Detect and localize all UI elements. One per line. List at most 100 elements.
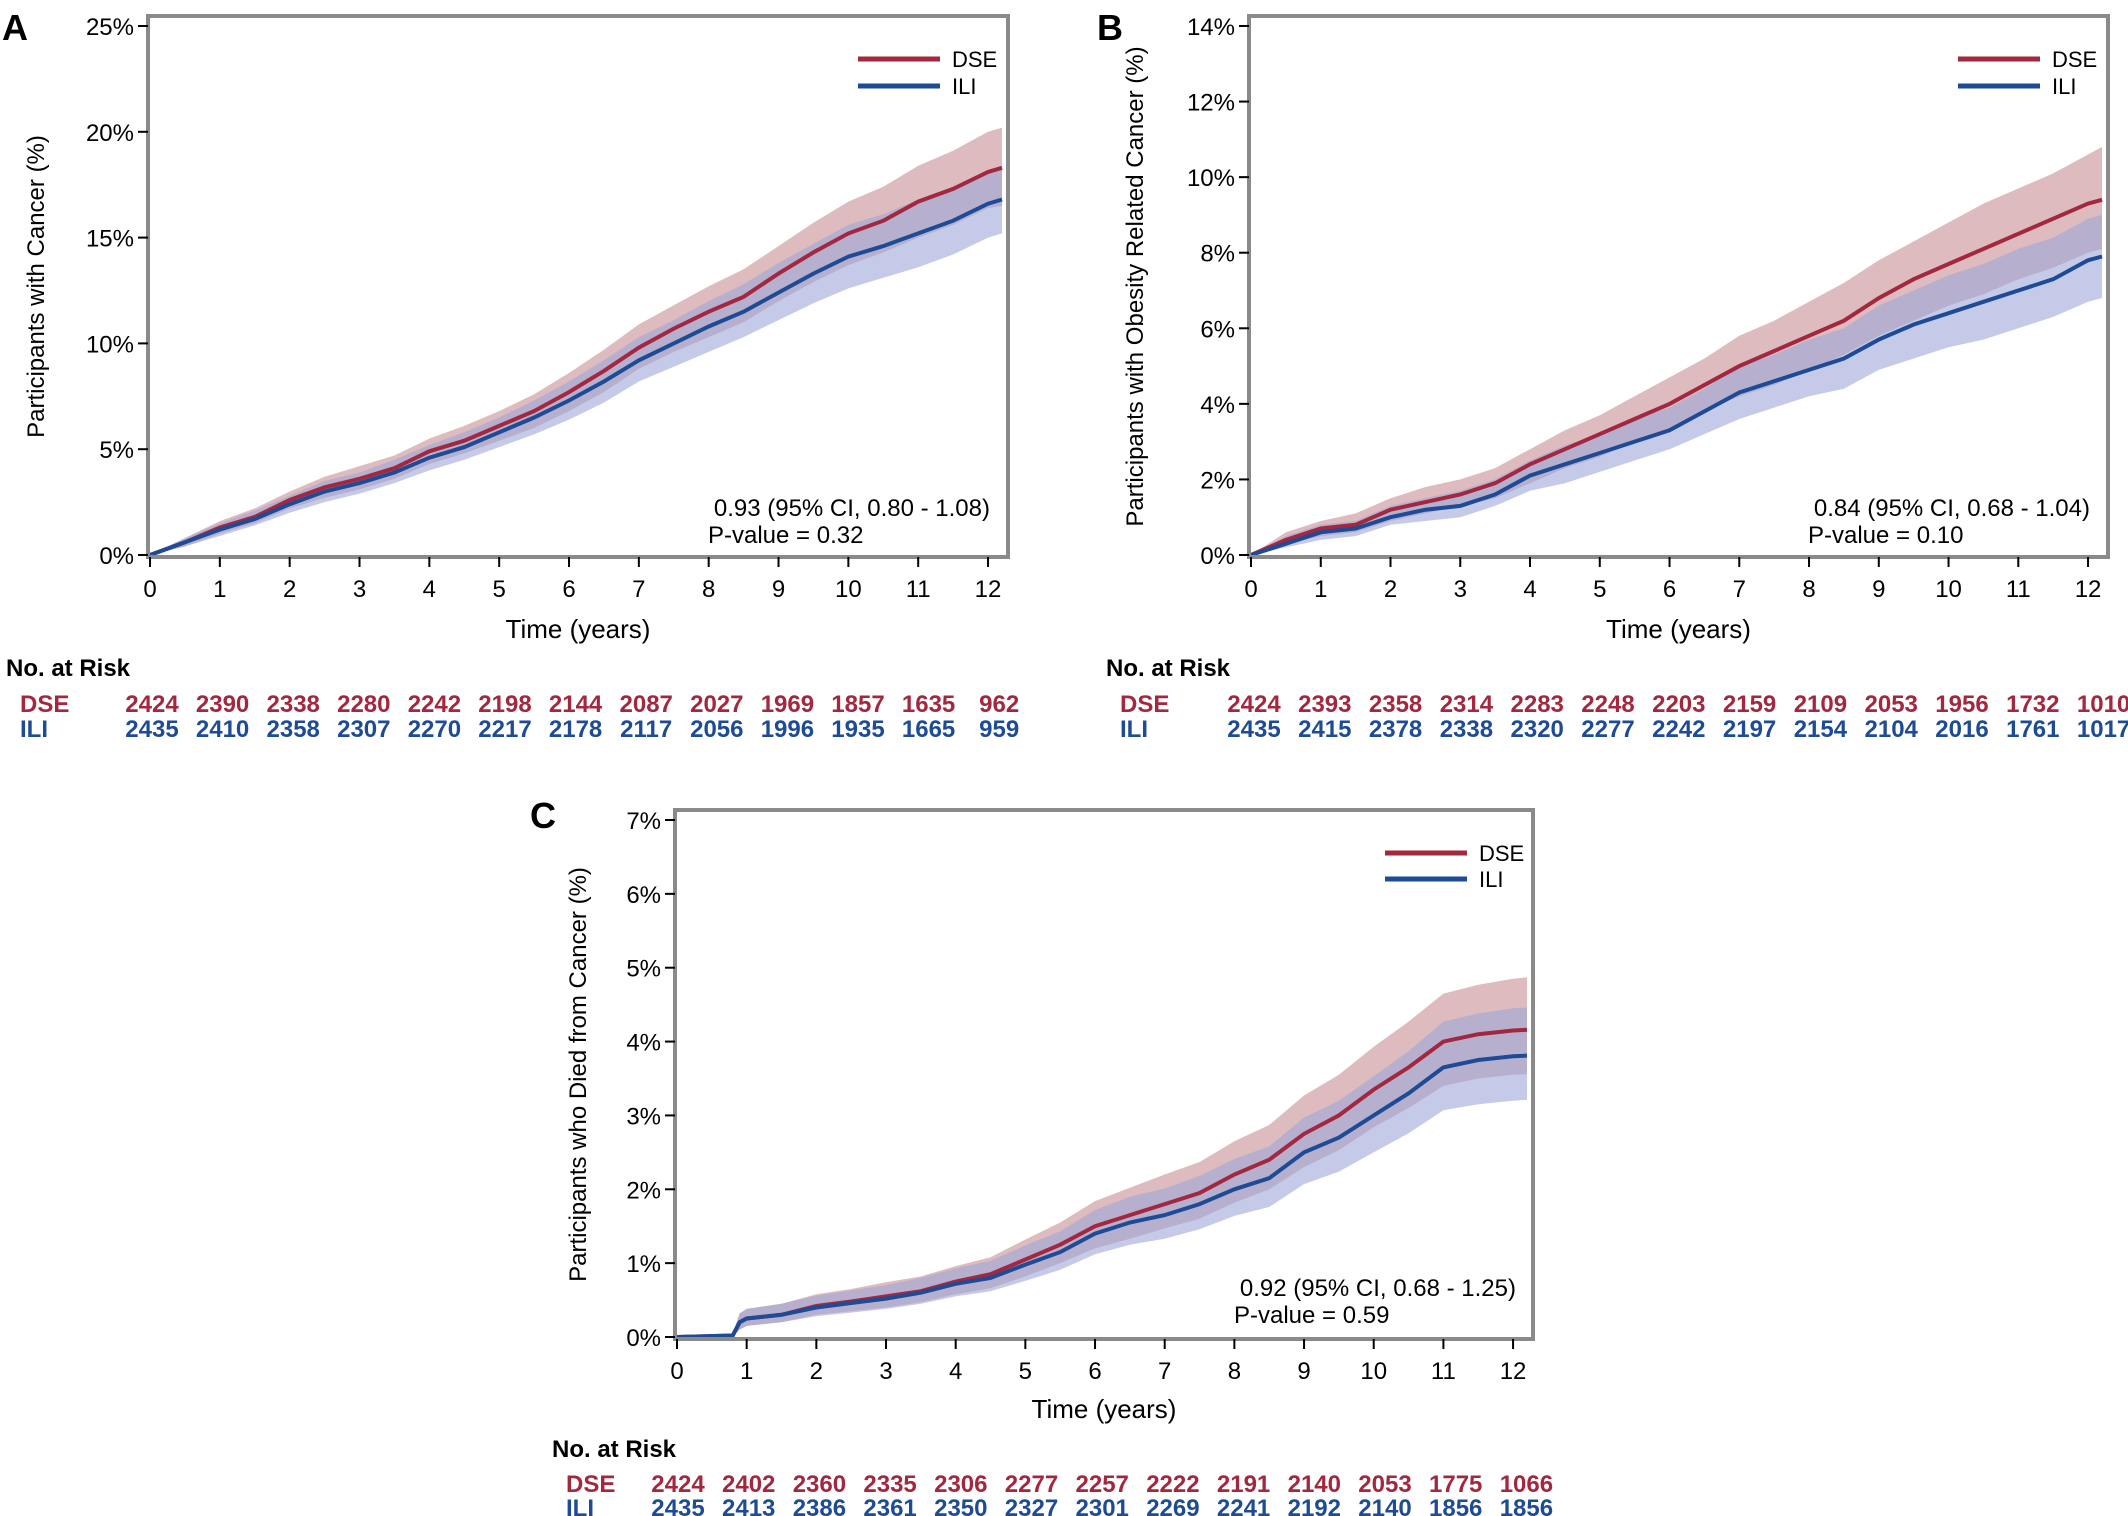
panel-label-b: B	[1097, 7, 1123, 48]
x-tick-label: 3	[879, 1358, 892, 1385]
risk-row-name-ili: ILI	[20, 716, 48, 743]
risk-table-cell: 2424	[125, 691, 179, 718]
risk-table-cell: 2203	[1652, 691, 1705, 718]
risk-table-cell: 2217	[478, 716, 531, 743]
legend-dse: DSE	[1958, 47, 2097, 72]
x-tick-label: 4	[1523, 576, 1536, 603]
risk-table-cell: 2358	[267, 716, 320, 743]
risk-table-cell: 1856	[1429, 1495, 1482, 1516]
p-value-text: P-value = 0.59	[1234, 1302, 1389, 1329]
risk-table-cell: 2197	[1723, 716, 1776, 743]
risk-table-cell: 2104	[1865, 716, 1919, 743]
y-tick-label: 6%	[1200, 316, 1235, 343]
x-axis-label: Time (years)	[1032, 1394, 1177, 1424]
y-tick-label: 2%	[1200, 467, 1235, 494]
risk-table-cell: 2410	[196, 716, 249, 743]
risk-table-cell: 2435	[1227, 716, 1280, 743]
hazard-ratio-text: 0.92 (95% CI, 0.68 - 1.25)	[1240, 1275, 1516, 1302]
risk-table-cell: 1635	[902, 691, 955, 718]
risk-table-cell: 2159	[1723, 691, 1776, 718]
y-tick-label: 4%	[1200, 392, 1235, 419]
x-tick-label: 8	[702, 576, 715, 603]
risk-table-cell: 2338	[1440, 716, 1493, 743]
legend-ili-label: ILI	[1479, 867, 1503, 892]
hazard-ratio-text: 0.84 (95% CI, 0.68 - 1.04)	[1814, 495, 2090, 522]
risk-table-cell: 2306	[934, 1471, 987, 1498]
risk-table-cell: 1857	[831, 691, 884, 718]
risk-table-cell: 959	[979, 716, 1019, 743]
risk-row-name-ili: ILI	[1120, 716, 1148, 743]
risk-table-cell: 2378	[1369, 716, 1422, 743]
risk-table-cell: 2277	[1581, 716, 1634, 743]
risk-table-cell: 2222	[1146, 1471, 1199, 1498]
plot-area	[149, 127, 1003, 557]
risk-table-cell: 2053	[1865, 691, 1918, 718]
risk-table-cell: 1665	[902, 716, 955, 743]
x-tick-label: 12	[975, 576, 1002, 603]
plot-frame	[673, 808, 1535, 1341]
x-tick-label: 7	[1733, 576, 1746, 603]
y-tick-label: 10%	[1187, 165, 1235, 192]
y-tick-label: 4%	[626, 1030, 661, 1057]
risk-table-cell: 1996	[761, 716, 814, 743]
x-tick-label: 6	[562, 576, 575, 603]
x-tick-label: 2	[283, 576, 296, 603]
y-tick-label: 3%	[626, 1103, 661, 1130]
plot-frame	[146, 14, 1010, 559]
y-tick-label: 20%	[86, 120, 134, 147]
risk-table-cell: 2320	[1511, 716, 1564, 743]
risk-row-name-dse: DSE	[20, 691, 69, 718]
risk-table-cell: 2335	[863, 1471, 916, 1498]
risk-row-name-dse: DSE	[1120, 691, 1169, 718]
x-tick-label: 3	[1454, 576, 1467, 603]
x-tick-label: 2	[810, 1358, 823, 1385]
risk-table-cell: 1732	[2006, 691, 2059, 718]
risk-table-cell: 2087	[620, 691, 673, 718]
y-tick-label: 1%	[626, 1251, 661, 1278]
dse-confidence-band	[677, 977, 1527, 1337]
plot-area	[1250, 146, 2103, 557]
ili-confidence-band	[150, 165, 1002, 555]
p-value-text: P-value = 0.10	[1808, 522, 1963, 549]
x-tick-label: 12	[1500, 1358, 1527, 1385]
risk-table-cell: 2390	[196, 691, 249, 718]
x-tick-label: 11	[1431, 1358, 1456, 1385]
risk-table-cell: 2338	[267, 691, 320, 718]
x-tick-label: 11	[2006, 576, 2031, 603]
risk-table-cell: 2257	[1076, 1471, 1129, 1498]
dse-series-line	[149, 165, 1003, 557]
risk-table-cell: 2140	[1358, 1495, 1411, 1516]
y-tick-label: 7%	[626, 808, 661, 835]
y-tick-label: 10%	[86, 331, 134, 358]
x-tick-label: 3	[353, 576, 366, 603]
risk-table-cell: 2424	[1227, 691, 1281, 718]
x-tick-label: 8	[1802, 576, 1815, 603]
risk-table-cell: 2242	[408, 691, 461, 718]
dse-confidence-band	[150, 127, 1002, 555]
y-axis-label: Participants with Cancer (%)	[23, 135, 50, 438]
plot-frame	[1247, 14, 2110, 559]
legend-dse-label: DSE	[952, 47, 997, 72]
x-tick-label: 1	[740, 1358, 753, 1385]
risk-table-cell: 2269	[1146, 1495, 1199, 1516]
risk-table-cell: 2435	[125, 716, 178, 743]
x-tick-label: 2	[1384, 576, 1397, 603]
risk-table-title: No. at Risk	[552, 1436, 677, 1463]
risk-table-cell: 1969	[761, 691, 814, 718]
x-tick-label: 8	[1228, 1358, 1241, 1385]
risk-table-cell: 2241	[1217, 1495, 1270, 1516]
risk-table-cell: 1956	[1935, 691, 1988, 718]
legend-dse: DSE	[1385, 841, 1524, 866]
risk-table-cell: 2248	[1581, 691, 1634, 718]
risk-table-cell: 2424	[651, 1471, 705, 1498]
risk-table-cell: 2016	[1935, 716, 1988, 743]
risk-table-cell: 2361	[863, 1495, 916, 1516]
y-tick-label: 12%	[1187, 90, 1235, 117]
y-tick-label: 5%	[99, 437, 134, 464]
y-tick-label: 0%	[1200, 543, 1235, 570]
legend-ili: ILI	[1958, 74, 2076, 99]
risk-table-cell: 2393	[1298, 691, 1351, 718]
x-tick-label: 1	[1314, 576, 1327, 603]
x-tick-label: 5	[493, 576, 506, 603]
risk-table-cell: 2191	[1217, 1471, 1270, 1498]
